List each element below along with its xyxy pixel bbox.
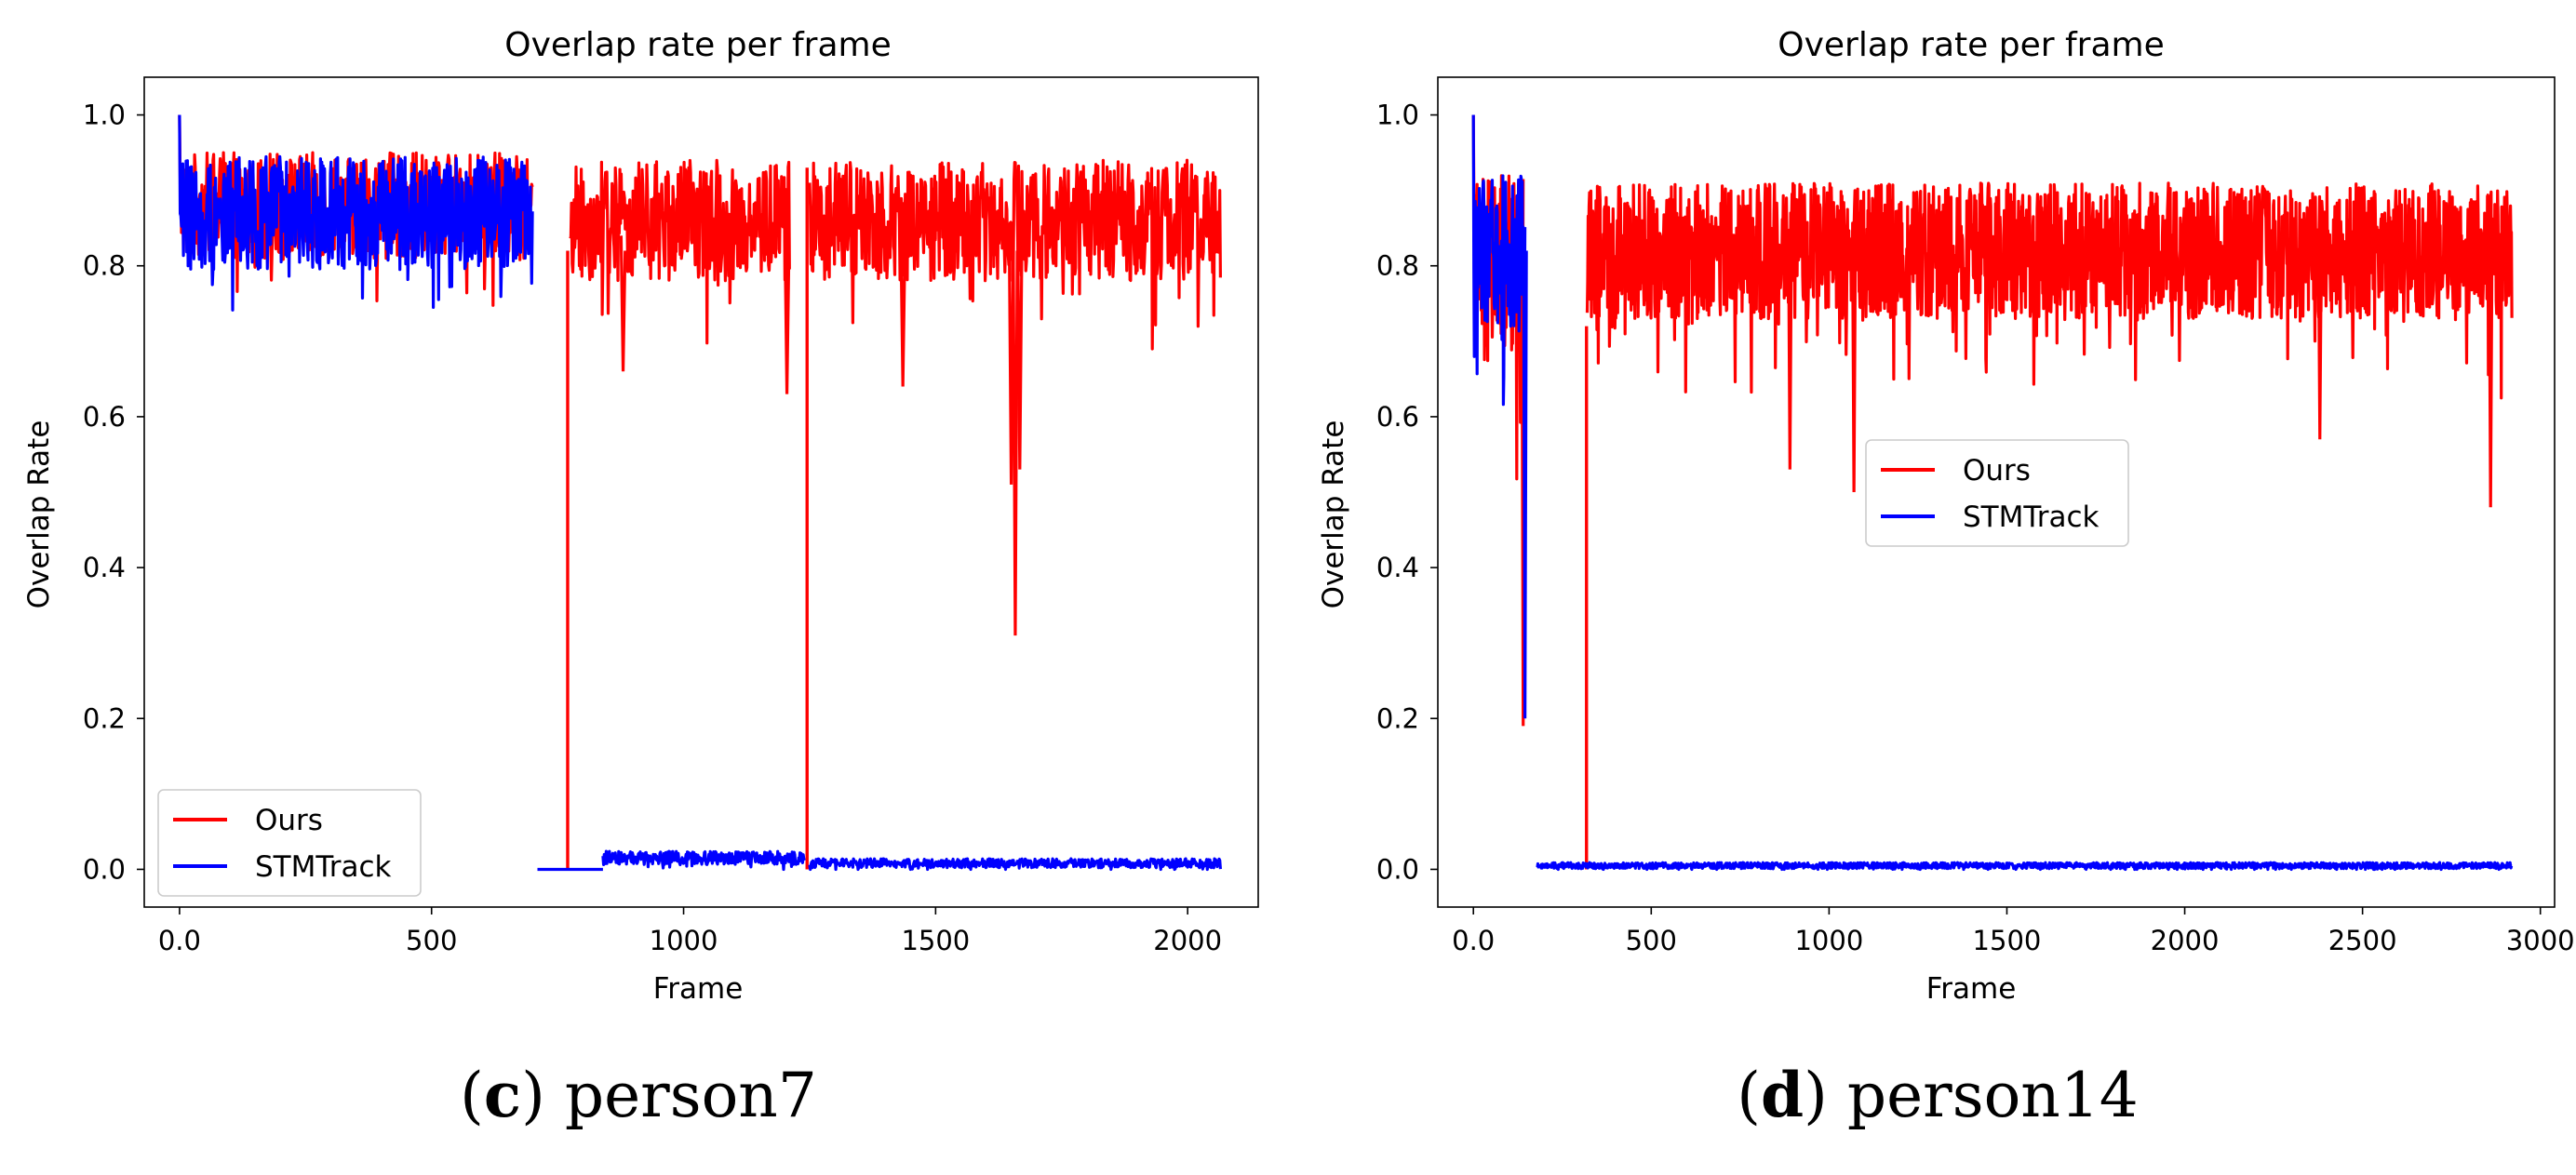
series-dip-ours [783, 235, 791, 394]
plot-area: 0.0 500 1000 1500 2000 2500 3000 0.0 0.2 0.4 0.6 0.… [1376, 76, 2575, 956]
x-axis-label: Frame [1926, 972, 2017, 1006]
caption: (d) person14 [1737, 1059, 2139, 1131]
legend-box [1865, 439, 2129, 547]
caption-letter: c [484, 1059, 521, 1131]
plot-area: 0.0 500 1000 1500 2000 0.0 0.2 0.4 0.6 0.8 1.0 Ours… [83, 76, 1259, 956]
x-axis-label: Frame [653, 972, 744, 1006]
legend: Ours STMTrack [157, 789, 422, 897]
x-tick-label: 500 [406, 925, 457, 956]
legend-label-ours: Ours [1963, 454, 2031, 487]
y-tick-label: 0.6 [1376, 401, 1419, 433]
x-tick-label: 1500 [901, 925, 970, 956]
series-dip-ours [2316, 235, 2323, 440]
caption-name: person7 [565, 1060, 817, 1131]
chart-panel-d: Overlap rate per frame 0.0 500 1000 1500 200… [1317, 26, 2575, 1131]
series-dip-ours [2488, 235, 2494, 508]
caption: (c) person7 [460, 1059, 817, 1131]
y-tick-label: 0.2 [83, 702, 126, 734]
series-line-stmtrack [1471, 114, 2514, 872]
series-dip-ours [1851, 235, 1858, 493]
x-tick-label: 1500 [1973, 925, 2042, 956]
y-tick-label: 1.0 [83, 100, 126, 131]
y-tick-label: 0.4 [1376, 552, 1419, 583]
x-tick-label: 0.0 [1452, 925, 1495, 956]
chart-title: Overlap rate per frame [504, 26, 892, 64]
y-tick-label: 0.4 [83, 552, 126, 583]
legend-label-ours: Ours [255, 804, 323, 837]
series-line-ours [1471, 114, 2514, 481]
y-tick-label: 0.0 [83, 853, 126, 885]
chart-panel-c: Overlap rate per frame 0.0 500 1000 1500 200… [22, 26, 1259, 1131]
series-dip-stmtrack [1522, 235, 1528, 719]
x-tick-label: 1000 [650, 925, 718, 956]
caption-letter: d [1761, 1059, 1804, 1131]
series-dip-ours [1787, 235, 1793, 470]
y-tick-label: 0.8 [1376, 250, 1419, 282]
y-axis-label: Overlap Rate [22, 421, 56, 609]
legend: Ours STMTrack [1865, 439, 2129, 547]
caption-name: person14 [1847, 1060, 2139, 1131]
x-tick-label: 0.0 [158, 925, 201, 956]
series-dip-ours [899, 235, 906, 387]
y-tick-label: 0.2 [1376, 702, 1419, 734]
legend-label-stmtrack: STMTrack [255, 850, 392, 884]
y-tick-label: 0.0 [1376, 853, 1419, 885]
x-tick-label: 2500 [2328, 925, 2397, 956]
axes-frame [1437, 76, 2556, 908]
y-tick-label: 1.0 [1376, 100, 1419, 131]
x-tick-label: 3000 [2506, 925, 2575, 956]
x-tick-label: 2000 [1153, 925, 1222, 956]
y-tick-label: 0.6 [83, 401, 126, 433]
y-tick-label: 0.8 [83, 250, 126, 282]
y-axis-label: Overlap Rate [1317, 421, 1350, 609]
series-line-stmtrack [178, 114, 1222, 872]
x-tick-label: 500 [1626, 925, 1677, 956]
legend-label-stmtrack: STMTrack [1963, 501, 2100, 534]
axes-frame [143, 76, 1259, 908]
x-tick-label: 2000 [2151, 925, 2220, 956]
legend-box [157, 789, 422, 897]
x-tick-label: 1000 [1794, 925, 1863, 956]
series-dip-ours [1012, 235, 1019, 636]
chart-title: Overlap rate per frame [1778, 26, 2165, 64]
series-dip-ours [619, 235, 627, 372]
